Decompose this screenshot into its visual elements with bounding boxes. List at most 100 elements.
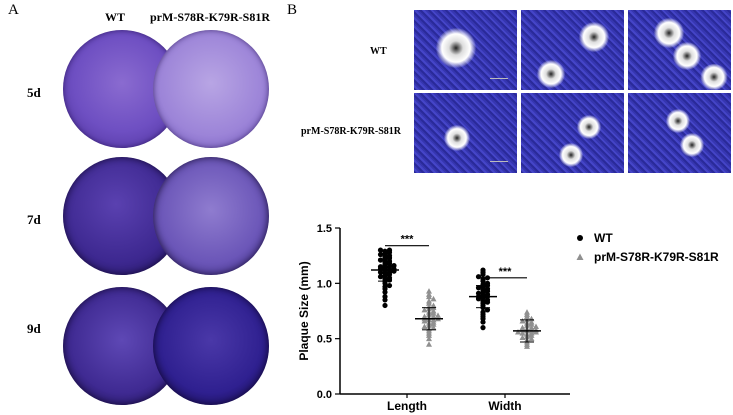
data-point-wt <box>484 299 491 305</box>
data-point-mutant <box>426 314 432 321</box>
plate-mutant-5d <box>153 30 269 148</box>
data-point-wt <box>377 264 384 270</box>
data-point-wt <box>484 307 491 313</box>
plate-mutant-7d <box>153 157 269 275</box>
data-point-wt <box>382 248 388 254</box>
data-point-wt <box>382 272 388 279</box>
data-point-wt <box>484 275 491 281</box>
data-point-wt <box>480 316 486 322</box>
data-point-mutant <box>528 321 535 327</box>
plot-layer: 0.0 0.5 1.0 1.5 Plaque Size (mm) Length Width *… <box>297 223 719 413</box>
data-point-wt <box>382 270 388 276</box>
data-point-mutant <box>524 331 530 337</box>
data-point-wt <box>480 302 486 309</box>
data-point-wt <box>480 311 486 317</box>
data-point-wt <box>382 286 388 292</box>
y-tick-label: 0.0 <box>317 389 332 401</box>
data-point-wt <box>386 267 393 273</box>
data-point-wt <box>480 325 486 331</box>
data-point-mutant <box>426 293 432 300</box>
data-point-wt <box>382 265 388 271</box>
row-label-5d: 5d <box>27 85 41 100</box>
legend-label: prM-S78R-K79R-S81R <box>594 250 719 264</box>
data-point-mutant <box>430 313 437 320</box>
data-point-wt <box>480 276 486 282</box>
plaque-spot <box>666 109 690 133</box>
micrograph-wt-3 <box>628 10 731 90</box>
data-point-mutant <box>430 295 437 302</box>
data-point-wt <box>484 280 491 286</box>
x-tick-label: Length <box>387 399 427 413</box>
data-point-wt <box>382 259 388 265</box>
column-header-wt: WT <box>104 10 125 24</box>
data-point-wt <box>382 280 388 286</box>
plaque-spot <box>559 143 583 167</box>
data-point-wt <box>475 285 482 291</box>
data-point-wt <box>480 287 486 293</box>
data-point-wt <box>382 250 388 257</box>
data-point-mutant <box>430 302 437 308</box>
data-point-wt <box>377 247 384 253</box>
plaque-spot <box>577 115 601 139</box>
data-point-wt <box>484 286 491 292</box>
data-point-wt <box>386 282 393 289</box>
scale-bar <box>490 78 508 79</box>
data-point-mutant <box>430 321 437 327</box>
micrograph-mutant-3 <box>628 93 731 173</box>
data-point-mutant <box>426 288 432 294</box>
data-point-mutant <box>533 326 539 333</box>
data-point-wt <box>382 289 388 295</box>
data-point-mutant <box>421 317 428 324</box>
data-point-mutant <box>421 323 428 329</box>
micro-row-label-mutant: prM-S78R-K79R-S81R <box>301 126 401 137</box>
data-point-wt <box>480 292 486 299</box>
row-label-7d: 7d <box>27 212 41 227</box>
data-point-mutant <box>519 317 526 324</box>
data-point-wt <box>377 251 384 258</box>
data-point-mutant <box>426 320 432 326</box>
data-point-mutant <box>519 324 526 331</box>
micrograph-wt-2 <box>521 10 624 90</box>
data-point-wt <box>382 254 388 260</box>
data-point-wt <box>484 282 491 289</box>
data-point-mutant <box>533 329 539 335</box>
data-point-mutant <box>515 329 521 335</box>
data-point-mutant <box>528 330 535 336</box>
data-point-mutant <box>524 338 530 345</box>
data-point-mutant <box>519 334 526 341</box>
plaque-spot <box>700 64 728 90</box>
data-point-mutant <box>524 333 530 339</box>
data-point-mutant <box>524 327 530 334</box>
panel-a-label: A <box>8 2 19 18</box>
data-point-mutant <box>524 336 530 343</box>
data-point-wt <box>386 277 393 283</box>
data-point-wt <box>391 263 397 269</box>
data-point-mutant <box>426 311 432 317</box>
data-point-mutant <box>430 324 437 331</box>
data-point-mutant <box>426 303 432 310</box>
data-point-wt <box>386 249 393 255</box>
data-point-wt <box>382 267 388 273</box>
data-point-mutant <box>524 309 530 315</box>
legend-marker-mutant <box>576 253 584 260</box>
data-point-wt <box>475 290 482 296</box>
data-point-mutant <box>426 298 432 304</box>
data-point-wt <box>480 284 486 290</box>
data-point-wt <box>377 274 384 280</box>
data-point-wt <box>382 278 388 284</box>
micrograph-wt-1 <box>414 10 517 90</box>
data-point-wt <box>484 297 491 303</box>
data-point-mutant <box>528 335 535 342</box>
plaque-spot <box>436 28 476 68</box>
data-point-wt <box>382 302 388 309</box>
data-point-wt <box>377 269 384 275</box>
row-label-9d: 9d <box>27 321 41 336</box>
column-header-mutant: prM-S78R-K79R-S81R <box>150 10 270 24</box>
data-point-mutant <box>524 343 530 349</box>
data-point-mutant <box>524 325 530 332</box>
data-point-wt <box>480 309 486 315</box>
data-point-mutant <box>426 322 432 328</box>
data-point-mutant <box>524 322 530 328</box>
data-point-mutant <box>528 327 535 334</box>
data-point-mutant <box>421 315 428 322</box>
